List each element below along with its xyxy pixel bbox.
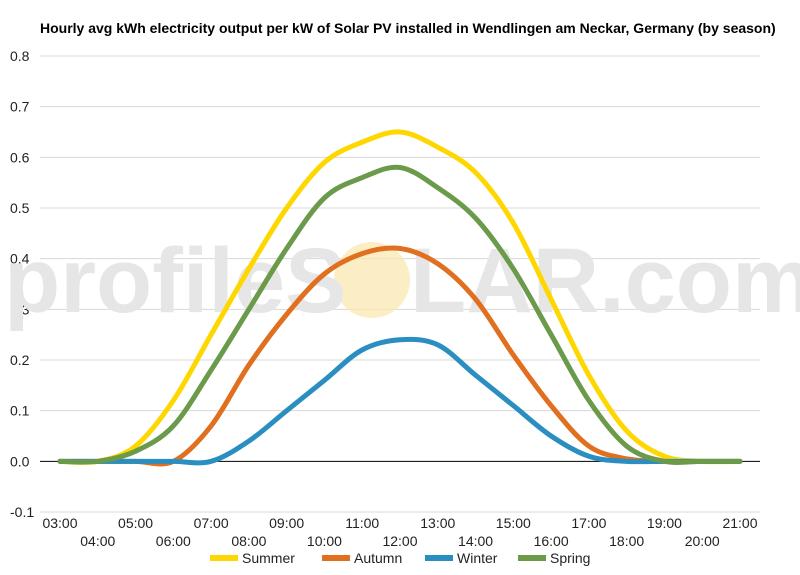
x-tick-label: 05:00: [118, 515, 153, 531]
x-tick-label: 13:00: [420, 515, 455, 531]
legend-label-spring: Spring: [550, 550, 590, 566]
watermark-text-left: profileS: [4, 230, 346, 332]
y-tick-label: 0.2: [10, 352, 30, 368]
x-tick-label: 21:00: [722, 515, 757, 531]
y-axis: -0.1 0.0 0.1 0.2 0.3 0.4 0.5 0.6 0.7 0.8: [10, 48, 34, 520]
y-tick-label: 0.7: [10, 99, 30, 115]
y-tick-label: 0.5: [10, 200, 30, 216]
y-tick-label: 0.4: [10, 251, 30, 267]
x-tick-label: 15:00: [496, 515, 531, 531]
y-tick-label: 0.3: [10, 301, 30, 317]
legend: Summer Autumn Winter Spring: [210, 550, 590, 566]
y-tick-label: -0.1: [10, 504, 34, 520]
series-line-spring: [57, 164, 743, 465]
x-axis: 03:0004:0005:0006:0007:0008:0009:0010:00…: [42, 515, 757, 549]
x-tick-label: 19:00: [647, 515, 682, 531]
legend-swatch-winter: [425, 555, 453, 561]
watermark-sun-icon: [334, 242, 410, 318]
x-tick-label: 20:00: [685, 533, 720, 549]
legend-swatch-summer: [210, 555, 238, 561]
x-tick-label: 11:00: [345, 515, 379, 531]
y-tick-label: 0.8: [10, 48, 30, 64]
y-tick-label: 0.1: [10, 403, 30, 419]
legend-label-summer: Summer: [242, 550, 295, 566]
x-tick-label: 06:00: [156, 533, 191, 549]
x-tick-label: 14:00: [458, 533, 493, 549]
y-tick-label: 0.0: [10, 453, 30, 469]
x-tick-label: 07:00: [194, 515, 229, 531]
x-tick-label: 10:00: [307, 533, 342, 549]
y-tick-label: 0.6: [10, 149, 30, 165]
legend-label-autumn: Autumn: [354, 550, 402, 566]
x-tick-label: 04:00: [80, 533, 115, 549]
legend-swatch-spring: [518, 555, 546, 561]
legend-label-winter: Winter: [457, 550, 498, 566]
series-line-summer: [57, 129, 743, 465]
x-tick-label: 08:00: [231, 533, 266, 549]
watermark-text-right: LAR.com: [410, 230, 800, 332]
legend-swatch-autumn: [322, 555, 350, 561]
x-tick-label: 09:00: [269, 515, 304, 531]
chart-title: Hourly avg kWh electricity output per kW…: [40, 20, 776, 36]
x-tick-label: 03:00: [42, 515, 77, 531]
x-tick-label: 16:00: [534, 533, 569, 549]
watermark: profileS LAR.com: [4, 230, 800, 332]
x-tick-label: 12:00: [382, 533, 417, 549]
x-tick-label: 18:00: [609, 533, 644, 549]
series-line-winter: [57, 336, 743, 466]
x-tick-label: 17:00: [571, 515, 606, 531]
series-layer: [57, 129, 743, 467]
